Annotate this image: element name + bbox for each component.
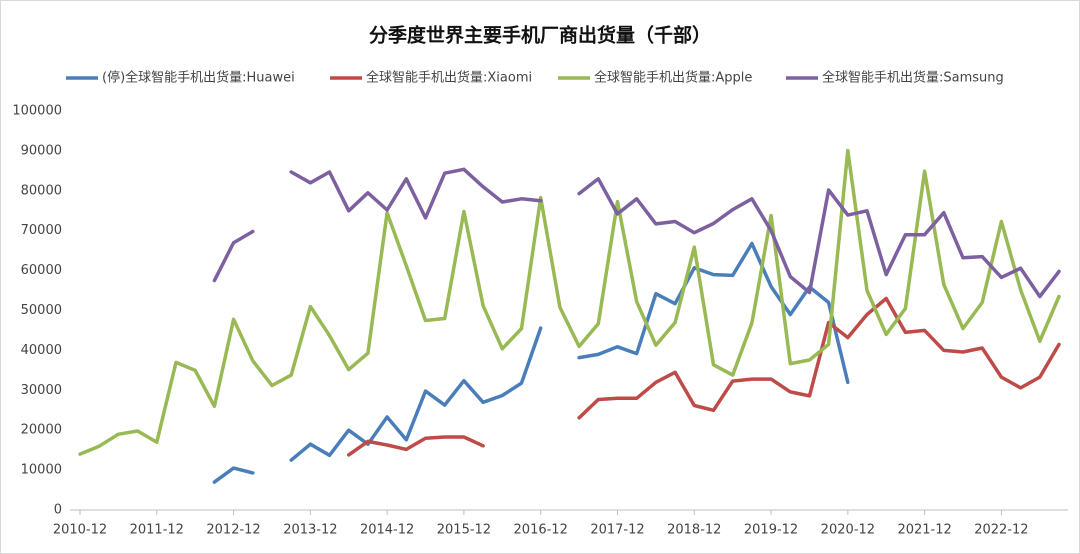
y-tick-label: 60000	[21, 263, 62, 278]
y-tick-label: 20000	[21, 423, 62, 438]
x-tick-label: 2015-12	[437, 523, 491, 538]
x-tick-label: 2020-12	[821, 523, 875, 538]
y-tick-label: 50000	[21, 303, 62, 318]
y-tick-label: 100000	[12, 104, 62, 119]
x-tick-label: 2012-12	[206, 523, 260, 538]
x-tick-label: 2022-12	[974, 523, 1028, 538]
y-tick-label: 90000	[21, 143, 62, 158]
legend-label: 全球智能手机出货量:Apple	[594, 70, 752, 86]
x-tick-label: 2021-12	[897, 523, 951, 538]
y-tick-label: 40000	[21, 343, 62, 358]
y-tick-label: 0	[54, 503, 62, 518]
y-tick-label: 70000	[21, 223, 62, 238]
y-tick-label: 10000	[21, 463, 62, 478]
legend-label: (停)全球智能手机出货量:Huawei	[102, 70, 295, 86]
x-tick-label: 2010-12	[53, 523, 107, 538]
chart-title: 分季度世界主要手机厂商出货量（千部）	[369, 24, 711, 47]
x-tick-label: 2014-12	[360, 523, 414, 538]
x-tick-label: 2019-12	[744, 523, 798, 538]
series-line	[212, 167, 1061, 299]
series-line	[78, 148, 1061, 456]
x-tick-label: 2013-12	[283, 523, 337, 538]
legend-label: 全球智能手机出货量:Xiaomi	[366, 70, 532, 86]
x-tick-label: 2011-12	[130, 523, 184, 538]
x-tick-label: 2016-12	[514, 523, 568, 538]
x-tick-label: 2018-12	[667, 523, 721, 538]
series-line	[346, 296, 1061, 457]
y-tick-label: 80000	[21, 183, 62, 198]
y-tick-label: 30000	[21, 383, 62, 398]
series-line	[212, 241, 850, 484]
legend-label: 全球智能手机出货量:Samsung	[822, 70, 1004, 86]
x-tick-label: 2017-12	[590, 523, 644, 538]
